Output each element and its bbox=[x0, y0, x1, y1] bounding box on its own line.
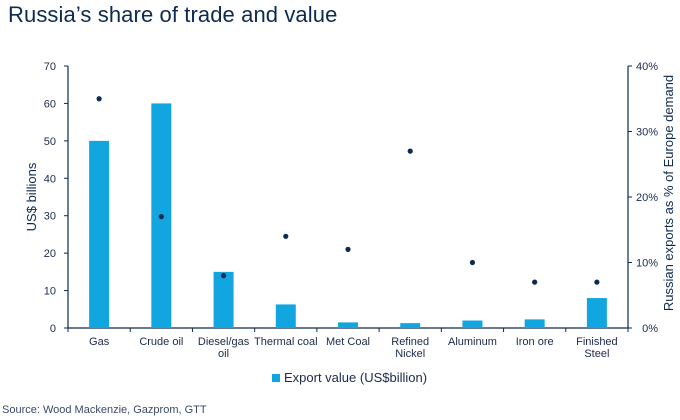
right-tick-label: 10% bbox=[636, 258, 658, 270]
left-tick-label: 30 bbox=[44, 211, 56, 223]
category-label: Refined Nickel bbox=[391, 336, 429, 360]
legend: Export value (US$billion) bbox=[272, 370, 427, 385]
points bbox=[96, 96, 600, 285]
y2-axis-title: Russian exports as % of Europe demand bbox=[661, 75, 676, 311]
category-label: Diesel/gas oil bbox=[198, 336, 250, 360]
category-label: Iron ore bbox=[516, 336, 554, 348]
source-note: Source: Wood Mackenzie, Gazprom, GTT bbox=[2, 404, 207, 416]
point bbox=[532, 279, 538, 285]
category-label: Thermal coal bbox=[254, 336, 318, 348]
category-label: Aluminum bbox=[448, 336, 497, 348]
point bbox=[407, 148, 413, 154]
category-label: Finished Steel bbox=[576, 336, 618, 360]
category-label: Gas bbox=[89, 336, 110, 348]
bar bbox=[586, 298, 607, 328]
right-tick-label: 30% bbox=[636, 127, 658, 139]
right-tick-label: 20% bbox=[636, 192, 658, 204]
bar bbox=[275, 304, 296, 328]
legend-label: Export value (US$billion) bbox=[284, 370, 427, 385]
point bbox=[594, 279, 600, 285]
bar bbox=[400, 323, 421, 328]
bars bbox=[89, 103, 607, 328]
point bbox=[469, 259, 476, 266]
point bbox=[283, 233, 289, 239]
bar bbox=[524, 319, 545, 328]
bar bbox=[89, 140, 110, 328]
y-axis-title: US$ billions bbox=[24, 162, 39, 231]
left-tick-label: 40 bbox=[44, 173, 56, 185]
right-tick-label: 0% bbox=[642, 323, 658, 335]
labels: Gas Crude oil Diesel/gas oil Thermal coal Met… bbox=[24, 75, 676, 360]
bar bbox=[213, 271, 234, 328]
point bbox=[345, 246, 351, 252]
point bbox=[220, 273, 227, 279]
point bbox=[96, 96, 102, 102]
left-tick-label: 60 bbox=[44, 98, 56, 110]
chart-title: Russia’s share of trade and value bbox=[8, 2, 338, 27]
left-tick-label: 10 bbox=[44, 286, 56, 298]
bar bbox=[338, 322, 358, 328]
axes: 0 10 20 30 40 50 60 70 0% 10% 20% 30% 40% bbox=[44, 61, 658, 335]
left-tick-label: 0 bbox=[50, 323, 56, 335]
right-tick-label: 40% bbox=[636, 61, 658, 73]
category-label: Met Coal bbox=[326, 336, 370, 348]
left-tick-label: 70 bbox=[44, 61, 56, 73]
left-tick-label: 20 bbox=[44, 248, 56, 260]
left-tick-label: 50 bbox=[44, 136, 56, 148]
chart: 0 10 20 30 40 50 60 70 0% 10% 20% 30% 40% Gas Crude o… bbox=[24, 61, 676, 385]
point bbox=[158, 214, 164, 220]
bar bbox=[462, 320, 483, 328]
category-label: Crude oil bbox=[139, 336, 183, 348]
legend-swatch bbox=[272, 374, 280, 382]
